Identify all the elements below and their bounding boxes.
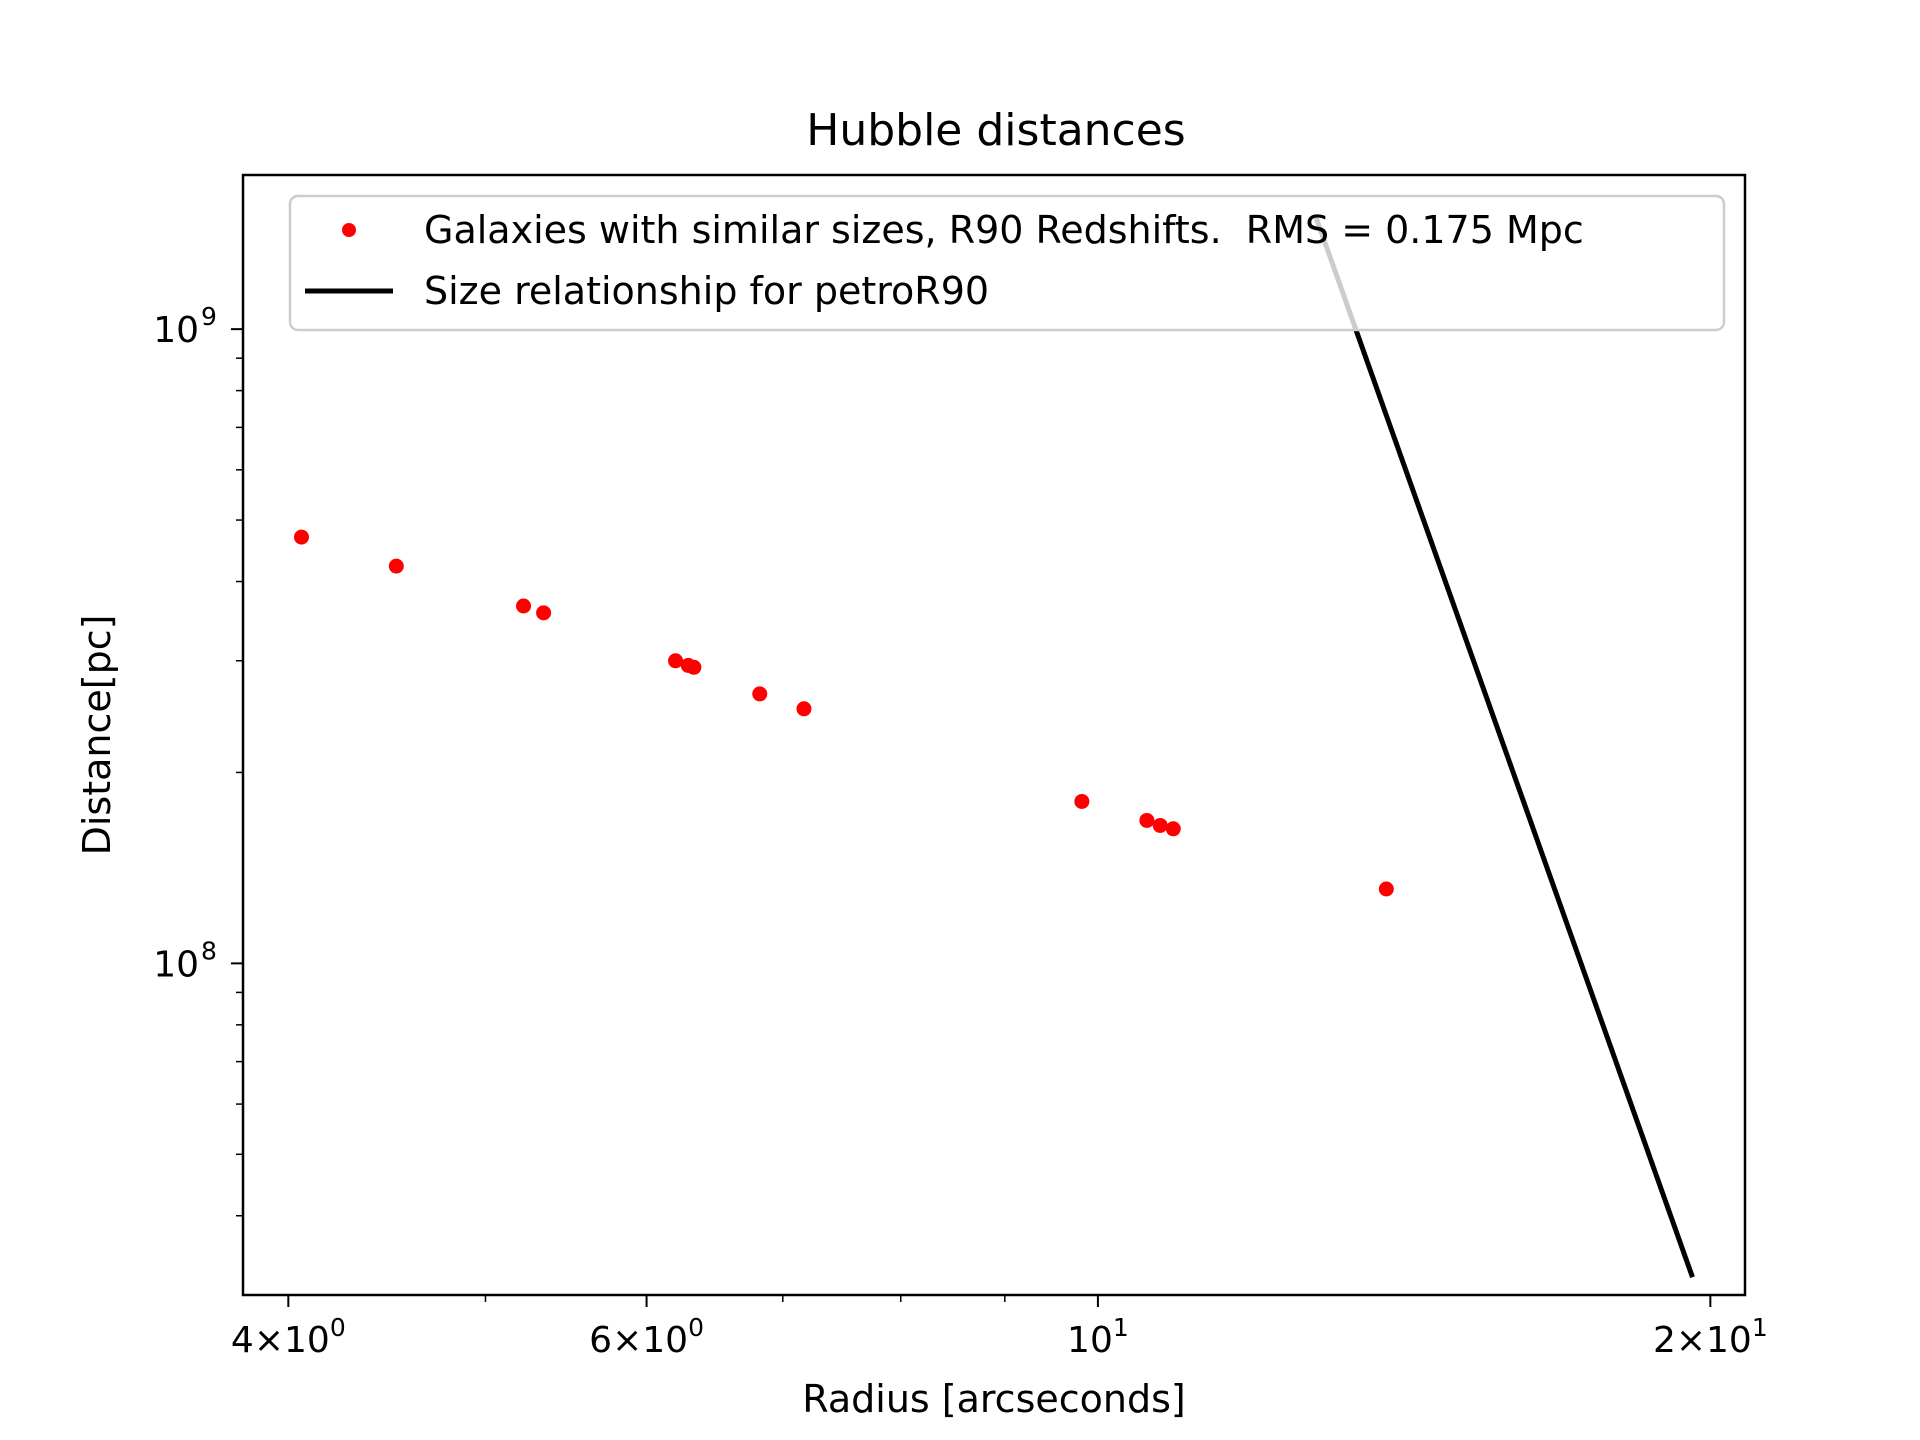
data-point [796,701,812,717]
y-tick-label-exponent: 8 [201,936,217,965]
data-point [293,529,309,545]
legend: Galaxies with similar sizes, R90 Redshif… [288,194,1726,332]
data-point [1165,821,1181,837]
data-point [388,558,404,574]
legend-frame [288,194,1726,332]
data-point [752,686,768,702]
chart-title: Hubble distances [806,105,1185,156]
x-tick-label: 2×101 [1653,1313,1768,1361]
data-point [668,653,684,669]
y-tick-label: 10 [153,944,199,985]
legend-label-size-relationship: Size relationship for petroR90 [424,269,989,313]
data-point [686,659,702,675]
data-point [1139,812,1155,828]
x-tick-label: 6×100 [589,1313,704,1361]
data-point [1378,881,1394,897]
data-point [516,598,532,614]
data-point [536,605,552,621]
data-point [1074,793,1090,809]
plot-frame [241,173,1747,1297]
x-tick-label: 101 [1067,1313,1129,1361]
x-axis-label: Radius [arcseconds] [802,1377,1185,1421]
y-tick-label-exponent: 9 [201,302,217,331]
plot-area [293,216,1695,1279]
x-tick-label: 4×100 [231,1313,346,1361]
data-point [1152,817,1168,833]
series-line-1 [1313,216,1695,1279]
legend-marker-galaxies [342,223,356,237]
axis-ticks [231,328,1712,1307]
y-tick-label: 10 [153,310,199,351]
y-axis-label: Distance[pc] [75,615,119,856]
legend-label-galaxies: Galaxies with similar sizes, R90 Redshif… [424,208,1584,252]
